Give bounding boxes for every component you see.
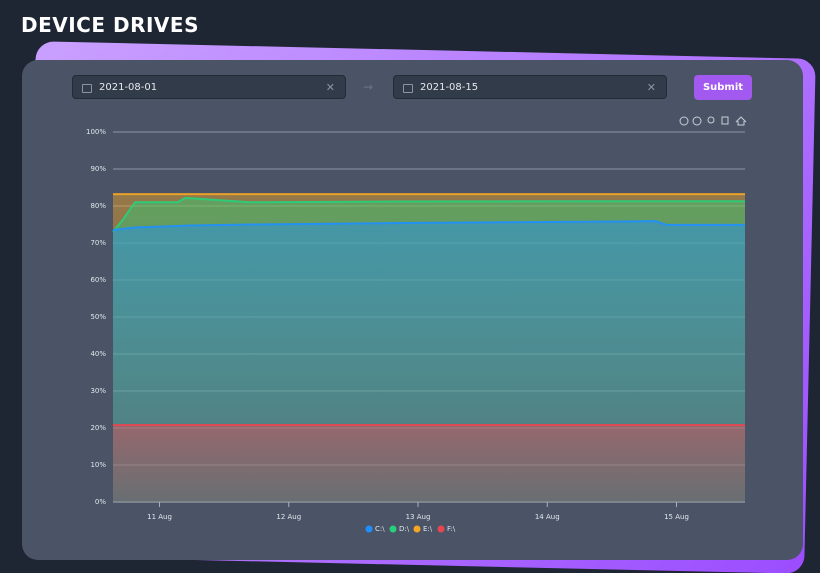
page-title: DEVICE DRIVES [21,13,199,37]
x-tick-label: 12 Aug [276,513,301,521]
y-tick-label: 80% [90,202,106,210]
legend-marker [389,525,397,533]
pan[interactable] [721,116,729,125]
y-tick-label: 50% [90,313,106,321]
legend-marker [413,525,421,533]
end-date-input[interactable]: 2021-08-15 ✕ [393,75,667,99]
y-tick-label: 90% [90,165,106,173]
legend-marker [365,525,373,533]
y-tick-label: 10% [90,461,106,469]
start-date: 2021-08-01 [99,82,158,93]
reset[interactable] [735,116,747,126]
legend-marker [437,525,445,533]
toolbar [679,116,747,126]
legend-label: D:\ [399,525,410,533]
zoom-in[interactable] [679,116,689,126]
y-tick-label: 40% [90,350,106,358]
area [113,425,745,502]
line [112,220,745,232]
y-tick-label: 70% [90,239,106,247]
y-tick-label: 30% [90,387,106,395]
line [112,196,745,233]
y-tick-label: 0% [95,498,106,506]
x-tick-label: 13 Aug [406,513,431,521]
legend-label: E:\ [423,525,433,533]
x-tick-label: 11 Aug [147,513,172,521]
legend-label: C:\ [375,525,385,533]
y-tick-label: 100% [86,128,106,136]
arrow: → [363,80,374,94]
x-tick-label: 14 Aug [535,513,560,521]
x-tick-label: 15 Aug [664,513,689,521]
end-date: 2021-08-15 [420,82,479,93]
y-tick-label: 20% [90,424,106,432]
zoom-out[interactable] [692,116,702,126]
zoom[interactable] [707,116,715,124]
submit-button[interactable]: Submit [694,75,752,100]
legend-label: F:\ [447,525,456,533]
start-date-input[interactable]: 2021-08-01 ✕ [72,75,346,99]
y-tick-label: 60% [90,276,106,284]
